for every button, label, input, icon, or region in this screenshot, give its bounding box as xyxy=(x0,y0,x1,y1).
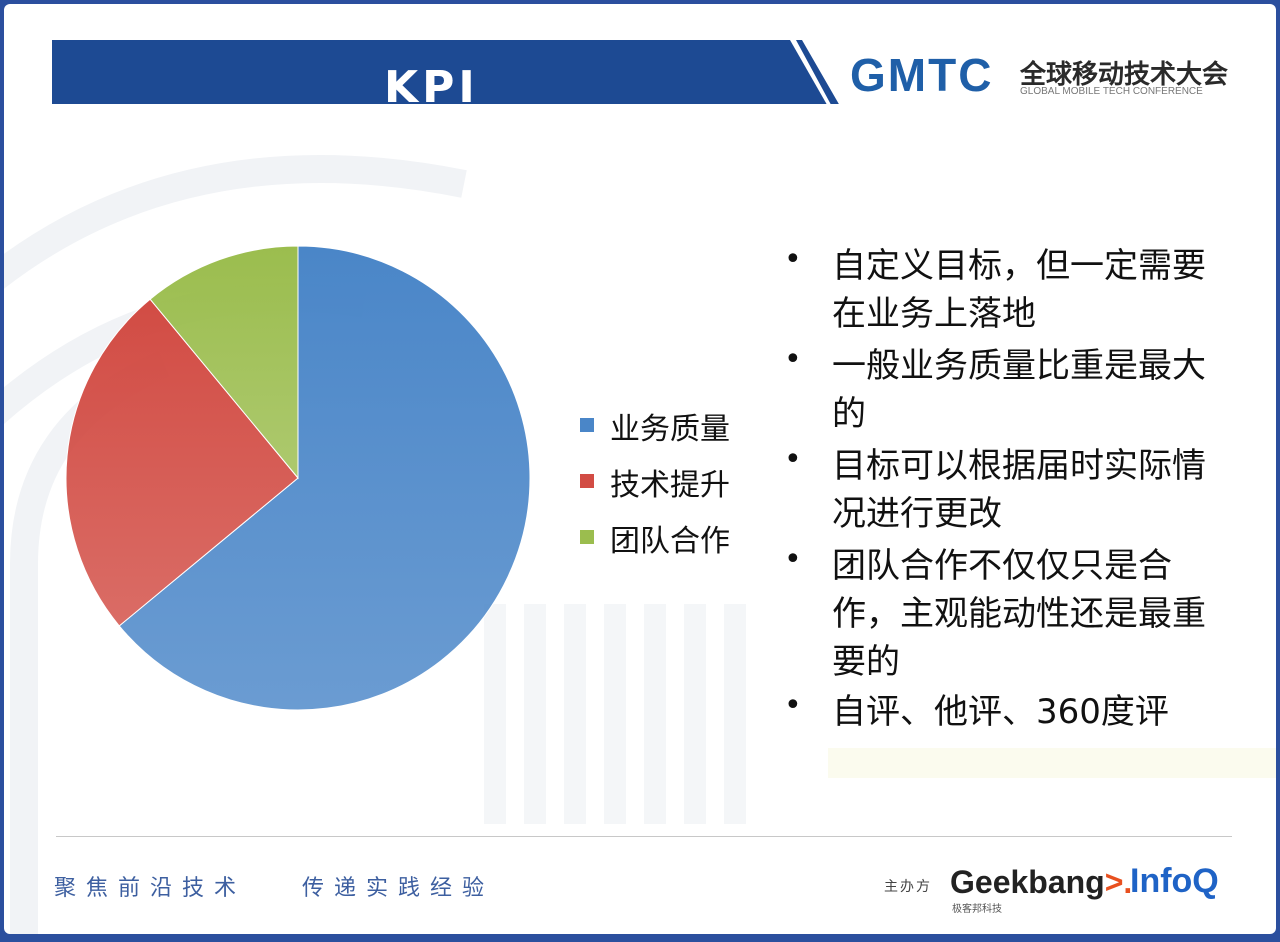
bullet-text: 目标可以根据届时实际情况进行更改 xyxy=(832,442,1222,538)
legend-label: 技术提升 xyxy=(610,460,730,504)
bullet-text: 自定义目标，但一定需要在业务上落地 xyxy=(832,242,1222,338)
legend-swatch xyxy=(580,530,594,544)
legend-swatch xyxy=(580,474,594,488)
bullet-dot-icon: • xyxy=(784,242,802,277)
geekbang-suffix: >. xyxy=(1105,864,1133,900)
bullet-dot-icon: • xyxy=(784,688,802,723)
bullet-text: 团队合作不仅仅只是合作，主观能动性还是最重要的 xyxy=(832,542,1222,686)
slogan-left: 聚焦前沿技术 xyxy=(54,870,246,902)
legend-label: 团队合作 xyxy=(610,516,730,560)
legend-swatch xyxy=(580,418,594,432)
geekbang-subtitle: 极客邦科技 xyxy=(952,900,1002,915)
bullet-dot-icon: • xyxy=(784,342,802,377)
footer-divider xyxy=(56,836,1232,837)
geekbang-logo: Geekbang>. xyxy=(950,864,1132,901)
slogan-right: 传递实践经验 xyxy=(302,870,494,902)
geekbang-name: Geekbang xyxy=(950,864,1105,900)
slide: KPI GMTC 全球移动技术大会 GLOBAL MOBILE TECH CON… xyxy=(4,4,1276,934)
organizer-label: 主办方 xyxy=(884,876,932,896)
bullet-text: 自评、他评、360度评 xyxy=(832,688,1222,736)
bullet-text: 一般业务质量比重是最大的 xyxy=(832,342,1222,438)
legend-label: 业务质量 xyxy=(610,404,730,448)
infoq-logo: InfoQ xyxy=(1130,862,1219,901)
bullet-dot-icon: • xyxy=(784,442,802,477)
logo-mark: GMTC xyxy=(850,48,993,102)
logo-name-en: GLOBAL MOBILE TECH CONFERENCE xyxy=(1020,86,1203,97)
pie-chart xyxy=(4,4,564,744)
bullet-dot-icon: • xyxy=(784,542,802,577)
